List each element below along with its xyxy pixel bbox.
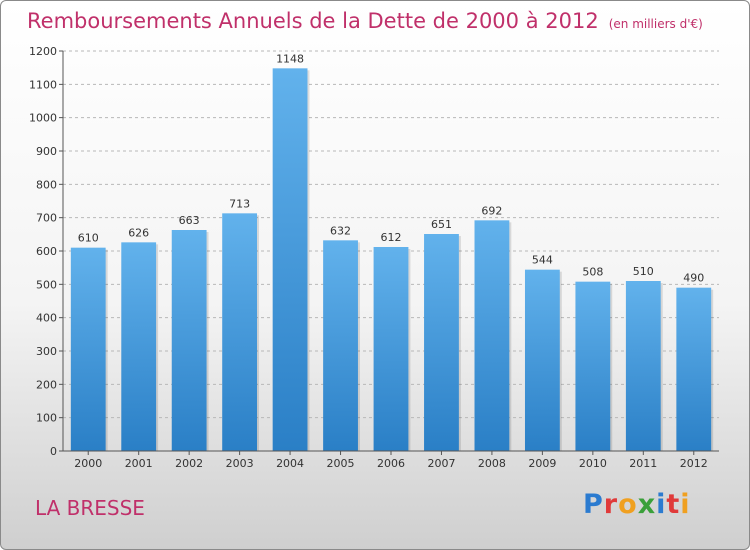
x-tick-label: 2009 (528, 457, 556, 470)
logo-letter: P (583, 489, 604, 520)
y-tick-label: 100 (36, 412, 57, 425)
bar-value-label: 1148 (276, 52, 304, 65)
x-tick-label: 2010 (579, 457, 607, 470)
bar-value-label: 713 (229, 197, 250, 210)
y-tick-label: 400 (36, 312, 57, 325)
bar-value-label: 651 (431, 218, 452, 231)
bar-value-label: 508 (582, 266, 603, 279)
proxiti-logo[interactable]: Proxiti (583, 489, 691, 520)
y-tick-label: 900 (36, 145, 57, 158)
y-tick-label: 300 (36, 345, 57, 358)
bar-2002 (171, 230, 207, 451)
logo-letter: r (603, 489, 619, 520)
x-tick-label: 2012 (680, 457, 708, 470)
chart-title: Remboursements Annuels de la Dette de 20… (27, 9, 703, 33)
y-tick-label: 800 (36, 178, 57, 191)
x-tick-label: 2004 (276, 457, 304, 470)
axes: 0 100 200 300 400 500 600 700 800 900 1000 1100 1200… (29, 45, 719, 470)
bar-2000 (70, 247, 106, 451)
bar-2007 (424, 234, 459, 451)
x-tick-label: 2003 (226, 457, 254, 470)
x-tick-label: 2002 (175, 457, 203, 470)
bar-2012 (676, 287, 712, 451)
bar-value-label: 612 (381, 231, 402, 244)
bar-2010 (575, 281, 611, 451)
bar-value-label: 692 (481, 204, 502, 217)
x-tick-label: 2008 (478, 457, 506, 470)
logo-letter: i (656, 489, 667, 520)
x-tick-label: 2001 (125, 457, 153, 470)
y-tick-label: 1200 (29, 45, 57, 58)
bar-value-label: 490 (683, 272, 704, 285)
bar-2006 (373, 247, 409, 451)
place-name: LA BRESSE (35, 496, 145, 520)
bar-2003 (222, 213, 258, 451)
y-tick-label: 700 (36, 212, 57, 225)
logo-letter: o (618, 489, 638, 520)
bar-2009 (524, 269, 560, 451)
logo-letter: t (666, 489, 681, 520)
chart-subtitle: (en milliers d'€) (608, 17, 703, 31)
y-tick-label: 0 (50, 445, 57, 458)
bar-2008 (474, 220, 510, 451)
y-tick-label: 1000 (29, 112, 57, 125)
bar-value-label: 610 (78, 232, 99, 245)
bars: 610 626 663 713 1148 632 612 651 692 544 508 510 490 (70, 52, 714, 451)
y-tick-label: 1100 (29, 78, 57, 91)
x-tick-label: 2000 (74, 457, 102, 470)
y-tick-label: 500 (36, 278, 57, 291)
logo-letter: i (680, 489, 691, 520)
bar-2005 (323, 240, 358, 451)
bar-value-label: 544 (532, 254, 553, 267)
bar-2004 (272, 68, 308, 451)
logo-letter: x (637, 489, 657, 520)
bar-value-label: 663 (179, 214, 200, 227)
x-tick-label: 2005 (327, 457, 355, 470)
bar-value-label: 632 (330, 224, 351, 237)
y-tick-label: 200 (36, 378, 57, 391)
bar-2011 (625, 281, 661, 451)
bar-value-label: 626 (128, 226, 149, 239)
x-tick-label: 2006 (377, 457, 405, 470)
bar-value-label: 510 (633, 265, 654, 278)
x-tick-label: 2011 (629, 457, 657, 470)
bar-2001 (121, 242, 157, 451)
title-text: Remboursements Annuels de la Dette de 20… (27, 9, 599, 33)
y-tick-label: 600 (36, 245, 57, 258)
x-tick-label: 2007 (427, 457, 455, 470)
